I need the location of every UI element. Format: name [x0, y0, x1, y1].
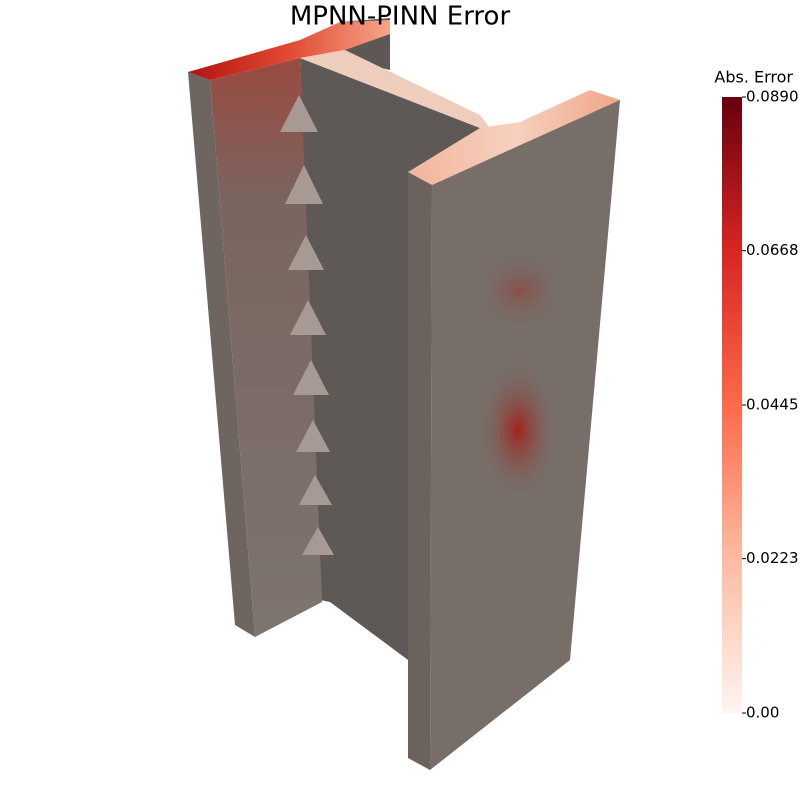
error-hotspot	[478, 360, 558, 500]
colorbar-title: Abs. Error	[714, 68, 793, 87]
stiffener-markers	[280, 95, 334, 555]
error-hotspot	[475, 250, 565, 330]
colorbar-tick-label: 0.0445	[746, 396, 799, 414]
left-flange-top	[188, 20, 390, 80]
colorbar	[722, 97, 742, 713]
web-top	[300, 50, 490, 128]
web-face	[300, 58, 480, 660]
colorbar-tick-label: 0.0223	[746, 549, 799, 567]
title: MPNN-PINN Error	[290, 2, 511, 32]
left-flange-edge	[188, 72, 255, 637]
colorbar-tick-label: 0.00	[746, 704, 779, 722]
right-flange-top	[408, 90, 620, 185]
colorbar-tick-label: 0.0890	[746, 88, 799, 106]
right-flange-edge	[408, 172, 432, 770]
i-beam	[188, 18, 620, 770]
colorbar-tick-label: 0.0668	[746, 241, 799, 259]
